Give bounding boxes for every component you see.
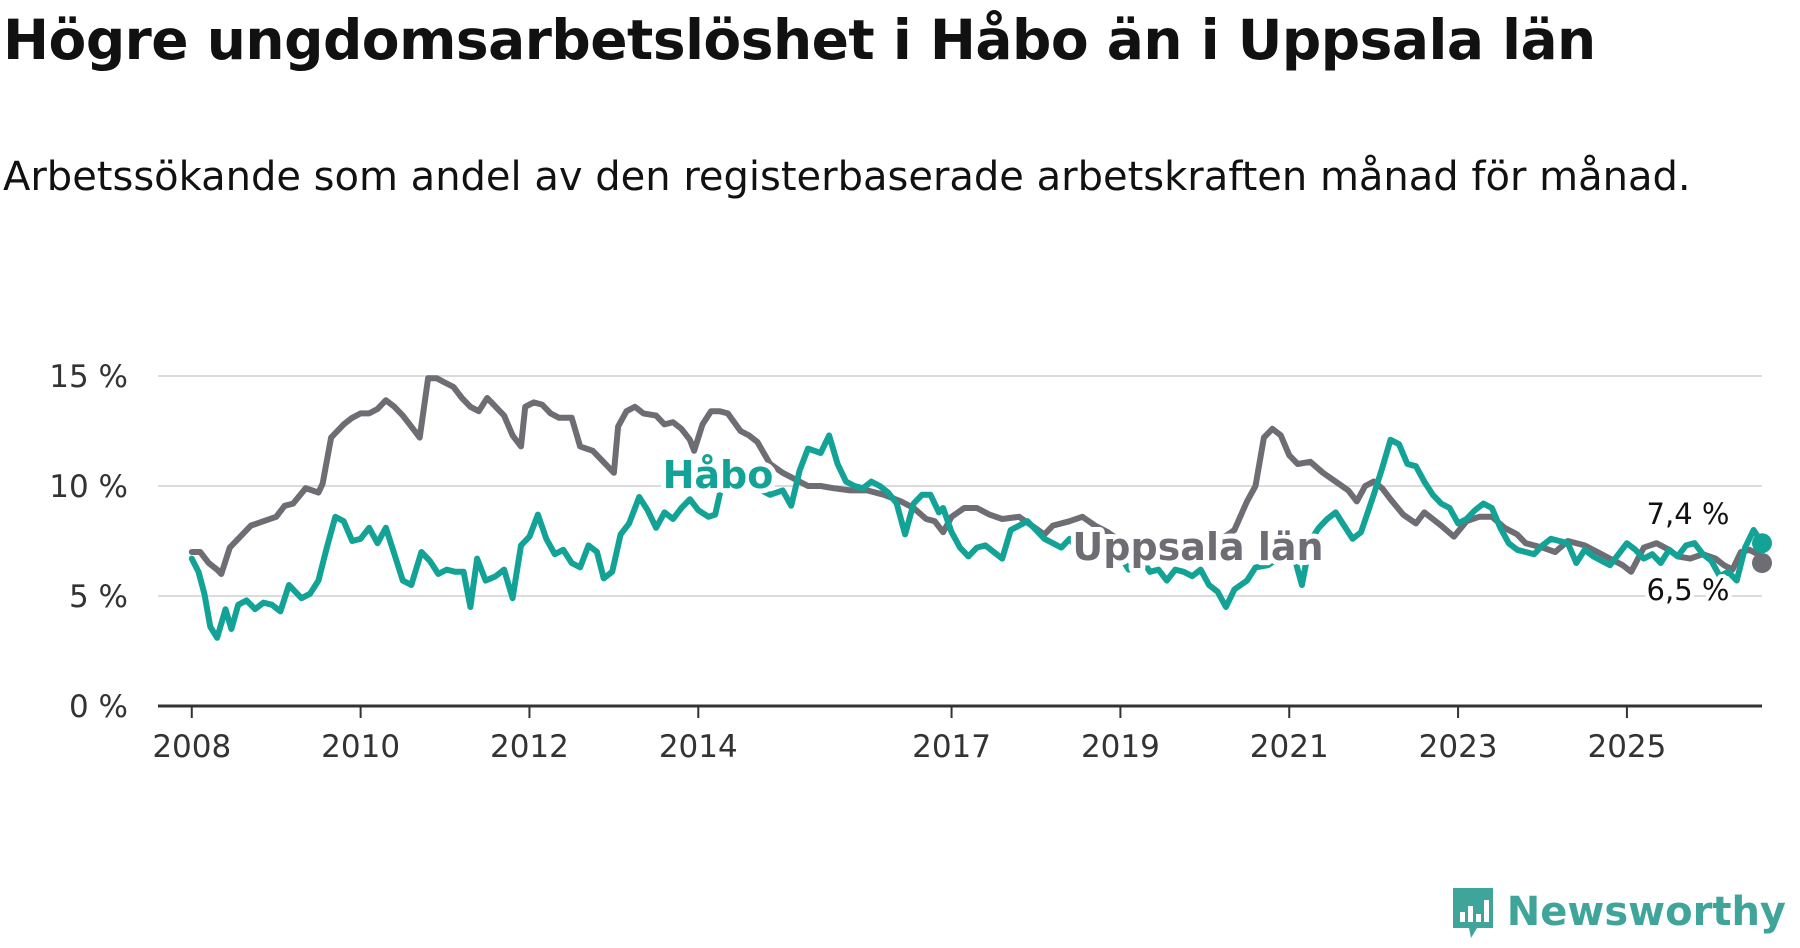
x-tick-label: 2012 [490,729,569,765]
x-tick-label: 2023 [1419,729,1498,765]
series-label-uppsala-lan: Uppsala län [1072,525,1323,569]
end-value-label-habo: 7,4 % [1647,497,1730,531]
y-tick-label: 0 % [69,689,128,725]
series-label-habo: Håbo [663,453,774,497]
x-tick-label: 2025 [1587,729,1666,765]
end-marker-habo [1752,533,1772,554]
end-value-label-uppsala-lan: 6,5 % [1647,573,1730,607]
x-tick-label: 2021 [1250,729,1329,765]
newsworthy-logo: Newsworthy [1449,884,1786,940]
x-tick-label: 2014 [659,729,738,765]
chart-subtitle: Arbetssökande som andel av den registerb… [3,154,1691,200]
end-marker-uppsala-lan [1752,553,1772,573]
newsworthy-chart-icon [1452,888,1493,938]
y-tick-label: 5 % [69,579,128,615]
x-tick-label: 2019 [1081,729,1160,765]
brand-name: Newsworthy [1506,889,1786,935]
x-tick-label: 2010 [321,729,400,765]
x-tick-label: 2017 [912,729,991,765]
y-tick-label: 10 % [49,469,128,505]
series-line-habo [188,432,1765,641]
y-tick-label: 15 % [49,359,128,395]
line-chart: 0 % 5 % 10 % 15 % 2008 2010 2012 2014 2017 2019 20… [49,359,1772,765]
x-tick-label: 2008 [152,729,231,765]
chart-title: Högre ungdomsarbetslöshet i Håbo än i Up… [3,8,1596,72]
